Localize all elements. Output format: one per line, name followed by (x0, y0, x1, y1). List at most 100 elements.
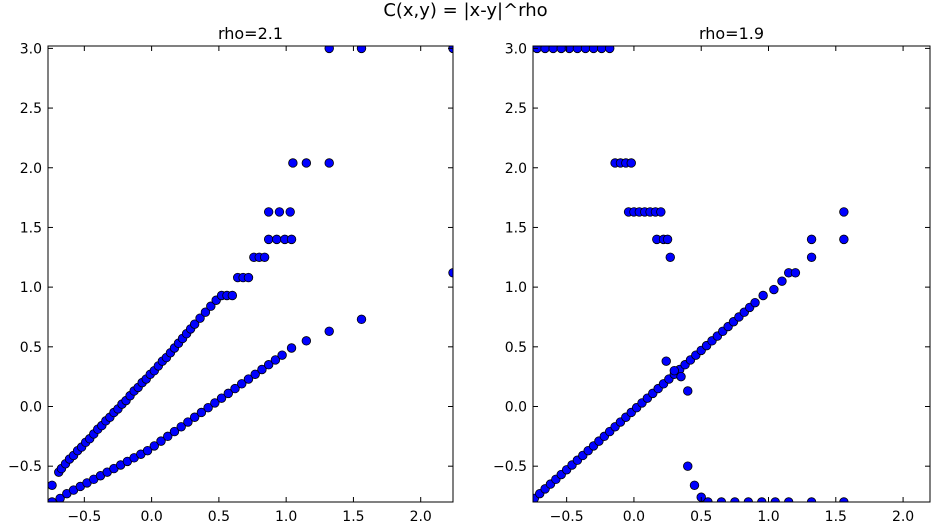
x-tick-label: 2.0 (410, 509, 432, 525)
data-point (661, 356, 671, 366)
data-point (596, 46, 607, 54)
data-point (243, 374, 254, 384)
data-point (285, 207, 295, 217)
axes-frame (47, 45, 454, 503)
data-point (263, 207, 274, 217)
data-point (216, 393, 227, 403)
y-tick-label: 2.0 (20, 161, 42, 177)
data-point (540, 46, 550, 54)
data-point (195, 313, 205, 323)
plot-rho-1-9: rho=1.9 −0.5 0.0 0.5 1.0 1.5 2.0 −0.5 0.0 0.5 1.0 1… (493, 24, 931, 525)
data-point (223, 388, 234, 399)
data-point (257, 364, 267, 375)
data-point (580, 46, 591, 54)
data-point (662, 234, 673, 245)
x-tick-label: 0.0 (623, 509, 645, 525)
y-tick-label: 1.5 (20, 220, 42, 236)
data-point (270, 355, 281, 365)
y-tick-label: 0.0 (505, 400, 527, 416)
x-tick-label: 0.5 (690, 509, 712, 525)
x-tick-label: 2.0 (892, 509, 914, 525)
data-point (163, 431, 173, 442)
y-tick-label: −0.5 (493, 459, 527, 475)
data-point (750, 297, 760, 308)
data-point (286, 343, 297, 353)
data-point (806, 497, 817, 502)
data-point (189, 412, 200, 422)
data-point (548, 46, 558, 54)
data-point (703, 497, 713, 502)
data-point (142, 445, 153, 456)
data-point (757, 497, 767, 502)
data-point (250, 369, 260, 379)
figure-suptitle: C(x,y) = |x-y|^rho (383, 0, 547, 21)
data-point (189, 319, 200, 329)
y-tick-label: 0.0 (20, 400, 42, 416)
data-point (156, 436, 166, 446)
data-point (839, 207, 849, 217)
y-tick-label: −0.5 (8, 459, 42, 475)
data-point (324, 326, 334, 337)
data-point (758, 290, 768, 301)
y-tick-label: 0.5 (20, 340, 42, 356)
series-markers (48, 46, 453, 502)
x-tick-label: −0.5 (550, 509, 584, 525)
y-tick-label: 3.0 (20, 41, 42, 57)
data-point (839, 497, 849, 502)
x-tick-label: 0.5 (208, 509, 230, 525)
data-point (230, 383, 240, 394)
data-point (183, 417, 193, 427)
data-point (243, 272, 254, 283)
x-tick-label: −0.5 (67, 509, 101, 525)
data-point (324, 158, 334, 168)
x-tick-label: 1.0 (275, 509, 297, 525)
data-point (263, 360, 274, 370)
data-point (288, 158, 298, 168)
data-point (769, 284, 779, 295)
data-point (743, 497, 754, 502)
data-point (605, 46, 615, 54)
data-point (730, 497, 740, 502)
y-tick-label: 1.0 (505, 280, 527, 296)
data-point (200, 307, 211, 317)
data-point (716, 497, 727, 502)
data-point (839, 234, 849, 245)
data-point (669, 365, 680, 376)
axes-frame (532, 45, 931, 503)
data-point (301, 158, 312, 168)
y-tick-label: 2.5 (505, 101, 527, 117)
data-point (324, 46, 334, 54)
series-markers (533, 46, 849, 502)
data-point (556, 46, 566, 54)
data-point (237, 379, 247, 389)
data-point (683, 461, 693, 471)
data-point (149, 441, 160, 451)
data-point (588, 46, 599, 54)
data-point (48, 480, 57, 490)
data-point (676, 371, 686, 382)
data-point (572, 46, 583, 54)
data-point (210, 398, 220, 408)
x-tick-label: 1.5 (342, 509, 364, 525)
data-point (683, 386, 693, 396)
data-point (259, 252, 270, 262)
data-point (272, 234, 282, 245)
data-point (665, 252, 675, 262)
data-point (806, 234, 817, 245)
y-tick-label: 3.0 (505, 41, 527, 57)
data-point (176, 422, 186, 432)
data-point (286, 234, 297, 245)
data-point (55, 493, 65, 502)
data-point (783, 497, 794, 502)
data-point (48, 497, 57, 502)
data-point (196, 407, 207, 418)
data-point (626, 158, 636, 168)
data-point (301, 336, 312, 346)
data-point (356, 314, 367, 325)
data-point (777, 276, 787, 286)
data-point (656, 207, 666, 217)
plot-title: rho=1.9 (699, 24, 764, 43)
data-point (206, 301, 216, 311)
y-tick-label: 2.0 (505, 161, 527, 177)
data-point (203, 403, 213, 413)
